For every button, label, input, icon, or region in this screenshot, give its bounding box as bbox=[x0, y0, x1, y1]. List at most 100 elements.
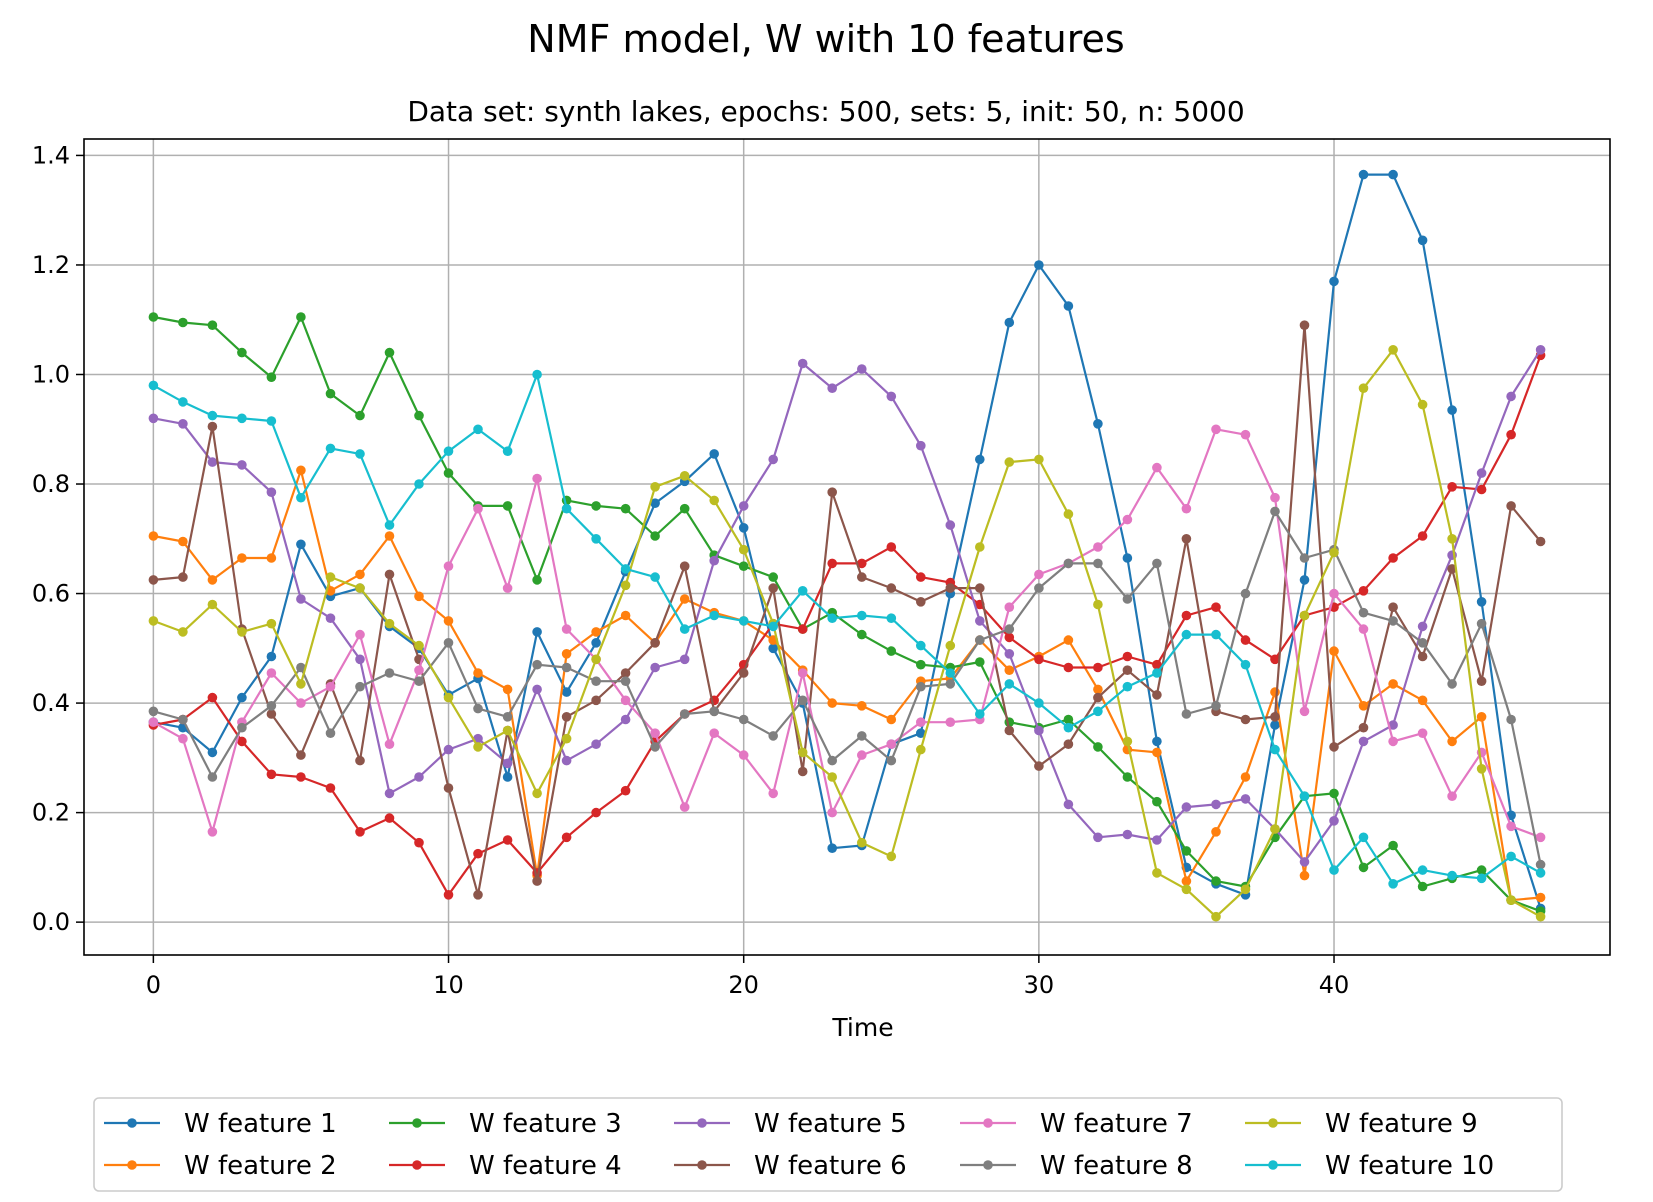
data-point bbox=[384, 347, 395, 358]
data-point bbox=[266, 668, 277, 678]
data-point bbox=[1063, 739, 1074, 749]
data-point bbox=[1358, 722, 1369, 733]
data-point bbox=[916, 597, 926, 607]
data-point bbox=[1152, 558, 1162, 569]
data-point bbox=[296, 679, 306, 689]
data-point bbox=[148, 312, 159, 322]
data-point bbox=[709, 706, 719, 717]
data-point bbox=[1417, 695, 1428, 706]
data-point bbox=[1388, 736, 1398, 747]
data-point bbox=[945, 668, 956, 678]
data-point bbox=[1211, 876, 1221, 886]
data-point bbox=[1299, 791, 1310, 801]
data-point bbox=[738, 750, 749, 760]
data-point bbox=[945, 583, 956, 593]
data-point bbox=[768, 583, 778, 593]
data-point bbox=[443, 890, 454, 900]
data-point bbox=[1152, 835, 1162, 845]
data-point bbox=[502, 446, 513, 457]
data-point bbox=[1063, 301, 1074, 311]
series-line bbox=[153, 348, 1542, 918]
data-point bbox=[1211, 701, 1221, 711]
legend: W feature 1 W feature 2 W feature 3 W featu… bbox=[93, 1097, 1563, 1192]
data-point bbox=[1506, 501, 1516, 511]
data-point bbox=[178, 714, 188, 725]
data-point bbox=[916, 717, 926, 727]
data-point bbox=[1388, 345, 1398, 355]
data-point bbox=[1506, 429, 1516, 440]
data-point bbox=[532, 659, 542, 670]
data-point bbox=[1122, 665, 1133, 675]
legend-label: W feature 10 bbox=[1325, 1151, 1494, 1181]
data-point bbox=[1181, 876, 1192, 886]
data-point bbox=[827, 807, 837, 818]
data-point bbox=[650, 638, 660, 648]
data-point bbox=[886, 646, 897, 656]
data-point bbox=[1476, 468, 1487, 478]
data-point bbox=[473, 424, 483, 435]
data-point bbox=[1447, 405, 1457, 415]
data-point bbox=[797, 695, 808, 706]
data-point bbox=[709, 555, 719, 566]
data-point bbox=[1270, 506, 1280, 517]
data-point bbox=[1122, 514, 1133, 525]
data-point bbox=[1358, 832, 1369, 843]
data-point bbox=[1358, 862, 1369, 873]
data-point bbox=[1152, 796, 1162, 807]
data-point bbox=[591, 739, 601, 749]
data-point bbox=[1211, 629, 1221, 640]
legend-item: W feature 4 bbox=[389, 1151, 622, 1181]
data-point bbox=[1417, 399, 1428, 410]
data-point bbox=[1476, 597, 1487, 607]
data-point bbox=[886, 613, 897, 623]
data-point bbox=[148, 531, 159, 541]
data-point bbox=[945, 640, 956, 651]
data-point bbox=[561, 649, 572, 659]
data-point bbox=[591, 807, 601, 818]
data-point bbox=[886, 739, 897, 749]
data-point bbox=[473, 742, 483, 752]
legend-item: W feature 2 bbox=[104, 1151, 337, 1181]
data-point bbox=[1358, 607, 1369, 618]
data-point bbox=[1417, 235, 1428, 246]
data-point bbox=[1270, 712, 1280, 722]
data-point bbox=[561, 712, 572, 722]
data-point bbox=[325, 572, 336, 582]
data-point bbox=[1034, 454, 1044, 465]
data-point bbox=[561, 503, 572, 514]
data-point bbox=[207, 320, 218, 331]
x-axis-label: Time bbox=[831, 1013, 893, 1042]
x-tick-label: 20 bbox=[728, 971, 759, 999]
data-point bbox=[620, 610, 631, 621]
data-point bbox=[1476, 618, 1487, 629]
data-point bbox=[1122, 829, 1133, 840]
data-point bbox=[916, 640, 926, 651]
data-point bbox=[237, 692, 247, 703]
data-point bbox=[1063, 662, 1074, 673]
data-point bbox=[797, 586, 808, 596]
legend-label: W feature 5 bbox=[754, 1109, 907, 1139]
data-point bbox=[414, 676, 424, 686]
data-point bbox=[266, 709, 277, 719]
data-point bbox=[1447, 791, 1457, 801]
data-point bbox=[1447, 870, 1457, 881]
data-point bbox=[738, 714, 749, 725]
data-point bbox=[207, 747, 218, 758]
data-point bbox=[886, 755, 897, 766]
data-point bbox=[1447, 679, 1457, 689]
data-point bbox=[355, 681, 365, 692]
data-point bbox=[178, 536, 188, 547]
y-tick-label: 1.2 bbox=[32, 251, 70, 279]
data-point bbox=[1240, 714, 1251, 725]
data-point bbox=[620, 785, 631, 796]
data-point bbox=[1447, 736, 1457, 747]
axis-ticks: 0 10 20 30 40 0.0 0.2 0.4 0.6 0.8 1.0 1.2 1.4 bbox=[32, 141, 1349, 999]
data-point bbox=[679, 709, 690, 719]
data-point bbox=[1063, 722, 1074, 733]
data-point bbox=[384, 531, 395, 541]
data-point bbox=[1240, 772, 1251, 782]
data-point bbox=[473, 503, 483, 514]
data-point bbox=[1181, 629, 1192, 640]
data-point bbox=[1181, 534, 1192, 544]
legend-marker bbox=[983, 1118, 993, 1128]
